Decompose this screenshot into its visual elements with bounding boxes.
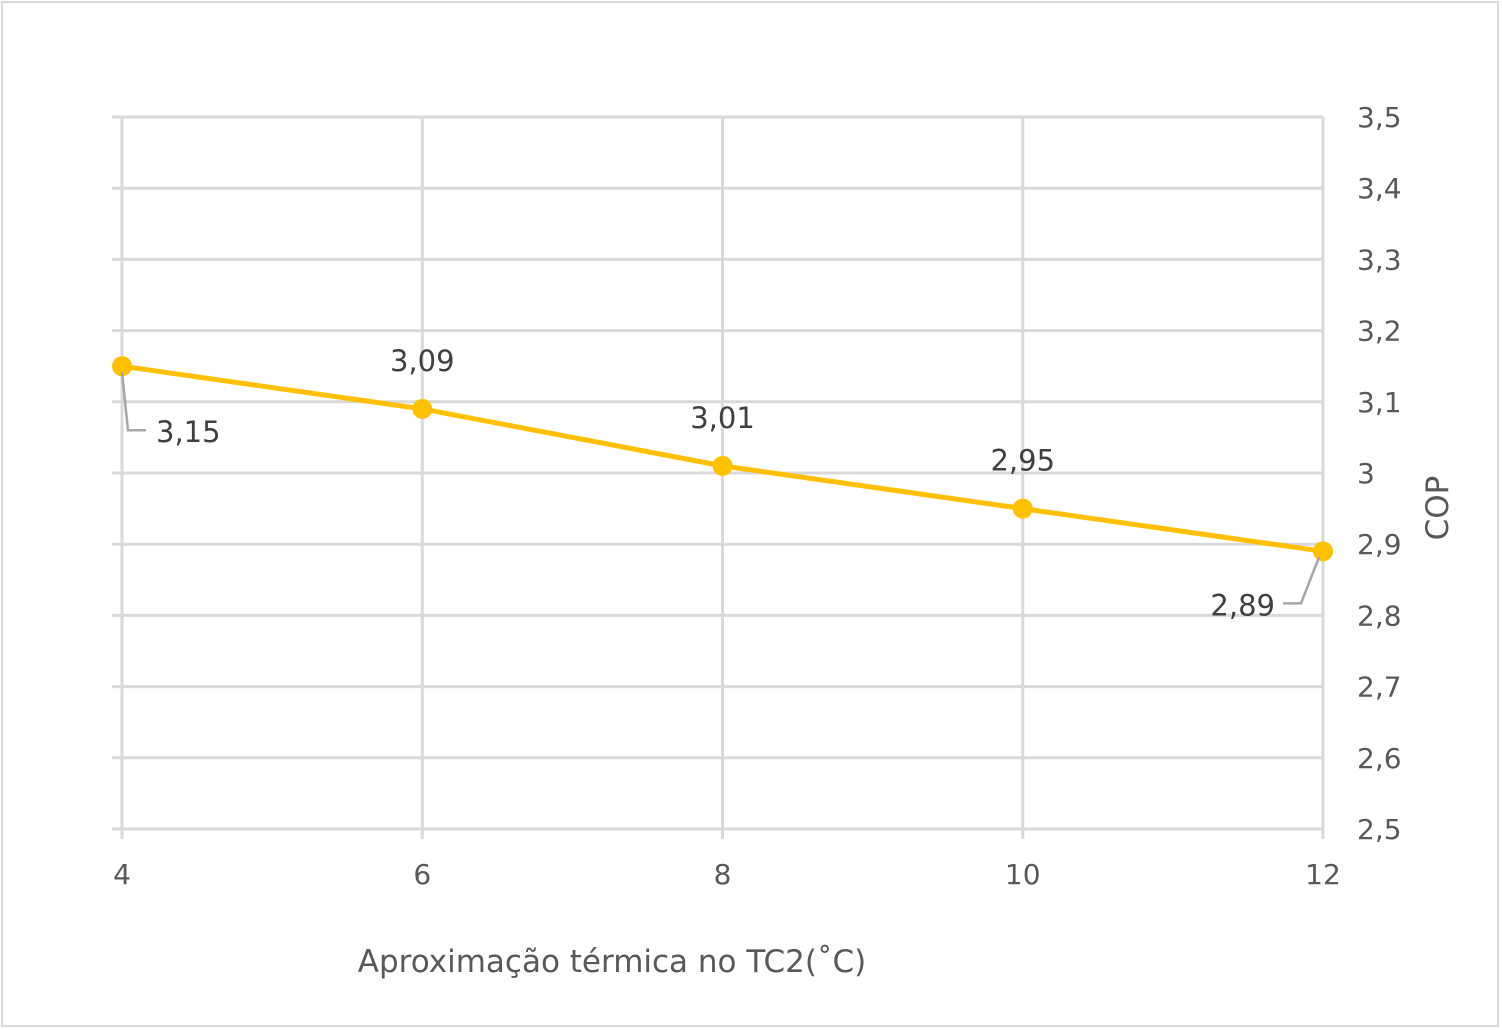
data-label: 2,95	[990, 444, 1055, 478]
data-point	[712, 455, 733, 476]
x-axis-title: Aproximação térmica no TC2(˚C)	[358, 944, 866, 980]
data-point	[412, 398, 433, 419]
leader-line	[120, 372, 146, 432]
y-tick-label: 3	[1357, 457, 1375, 490]
data-label: 3,01	[690, 401, 755, 435]
x-axis-ticks: 4 6 8 10 12	[113, 858, 1341, 891]
data-point	[112, 356, 132, 377]
y-tick-label: 2,8	[1357, 599, 1402, 632]
y-axis-ticks: 2,5 2,6 2,7 2,8 2,9 3 3,1 3,2 3,3 3,4 3,5	[1357, 101, 1402, 846]
x-tick-label: 12	[1305, 858, 1341, 891]
y-tick-label: 3,4	[1357, 172, 1402, 205]
y-axis-title: COP	[1420, 476, 1456, 541]
x-tick-label: 6	[413, 858, 431, 891]
data-point	[1313, 541, 1333, 562]
y-tick-label: 3,5	[1357, 101, 1402, 134]
y-tick-label: 3,3	[1357, 243, 1402, 276]
data-label: 3,09	[390, 344, 455, 378]
y-tick-label: 2,7	[1357, 671, 1402, 704]
x-tick-label: 10	[1005, 858, 1041, 891]
data-label: 2,89	[1210, 588, 1275, 622]
x-tick-label: 8	[714, 858, 732, 891]
series	[112, 356, 1333, 562]
data-labels: 3,15 3,09 3,01 2,95 2,89	[120, 344, 1321, 622]
leader-line	[1283, 556, 1321, 605]
data-point	[1012, 498, 1033, 519]
data-label: 3,15	[156, 415, 221, 449]
x-tick-label: 4	[113, 858, 131, 891]
y-tick-label: 2,5	[1357, 813, 1402, 846]
y-tick-label: 2,6	[1357, 742, 1402, 775]
gridlines	[112, 115, 1325, 839]
y-tick-label: 3,1	[1357, 386, 1402, 419]
y-tick-label: 2,9	[1357, 528, 1402, 561]
y-tick-label: 3,2	[1357, 315, 1402, 348]
